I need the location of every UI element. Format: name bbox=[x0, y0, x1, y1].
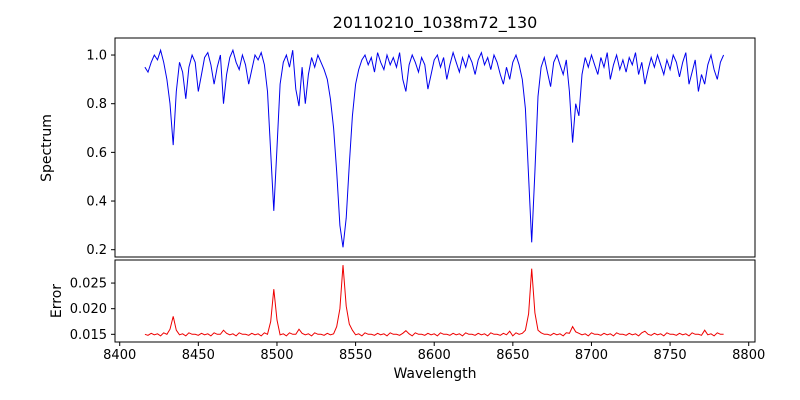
spectrum-y-tick-label: 1.0 bbox=[86, 49, 107, 64]
x-tick-label: 8800 bbox=[732, 348, 765, 363]
error-y-tick-label: 0.020 bbox=[70, 302, 107, 317]
x-tick-label: 8400 bbox=[103, 348, 136, 363]
spectrum-y-tick-label: 0.8 bbox=[86, 97, 107, 112]
x-tick-label: 8450 bbox=[182, 348, 215, 363]
spectrum-y-tick-label: 0.6 bbox=[86, 146, 107, 161]
spectrum-line bbox=[144, 48, 725, 248]
chart-title: 20110210_1038m72_130 bbox=[332, 13, 538, 32]
x-tick-label: 8750 bbox=[654, 348, 687, 363]
error-line bbox=[144, 265, 724, 337]
error-y-tick-label: 0.025 bbox=[70, 277, 107, 292]
error-axes-box bbox=[114, 259, 756, 343]
x-axis-label: Wavelength bbox=[393, 366, 477, 382]
x-tick-label: 8600 bbox=[418, 348, 451, 363]
x-tick-label: 8550 bbox=[339, 348, 372, 363]
spectrum-axes-box bbox=[114, 37, 756, 258]
spectrum-y-tick-label: 0.2 bbox=[86, 243, 107, 258]
spectrum-y-tick-label: 0.4 bbox=[86, 195, 107, 210]
x-tick-label: 8700 bbox=[575, 348, 608, 363]
x-tick-label: 8500 bbox=[260, 348, 293, 363]
error-y-tick-label: 0.015 bbox=[70, 328, 107, 343]
x-tick-label: 8650 bbox=[496, 348, 529, 363]
